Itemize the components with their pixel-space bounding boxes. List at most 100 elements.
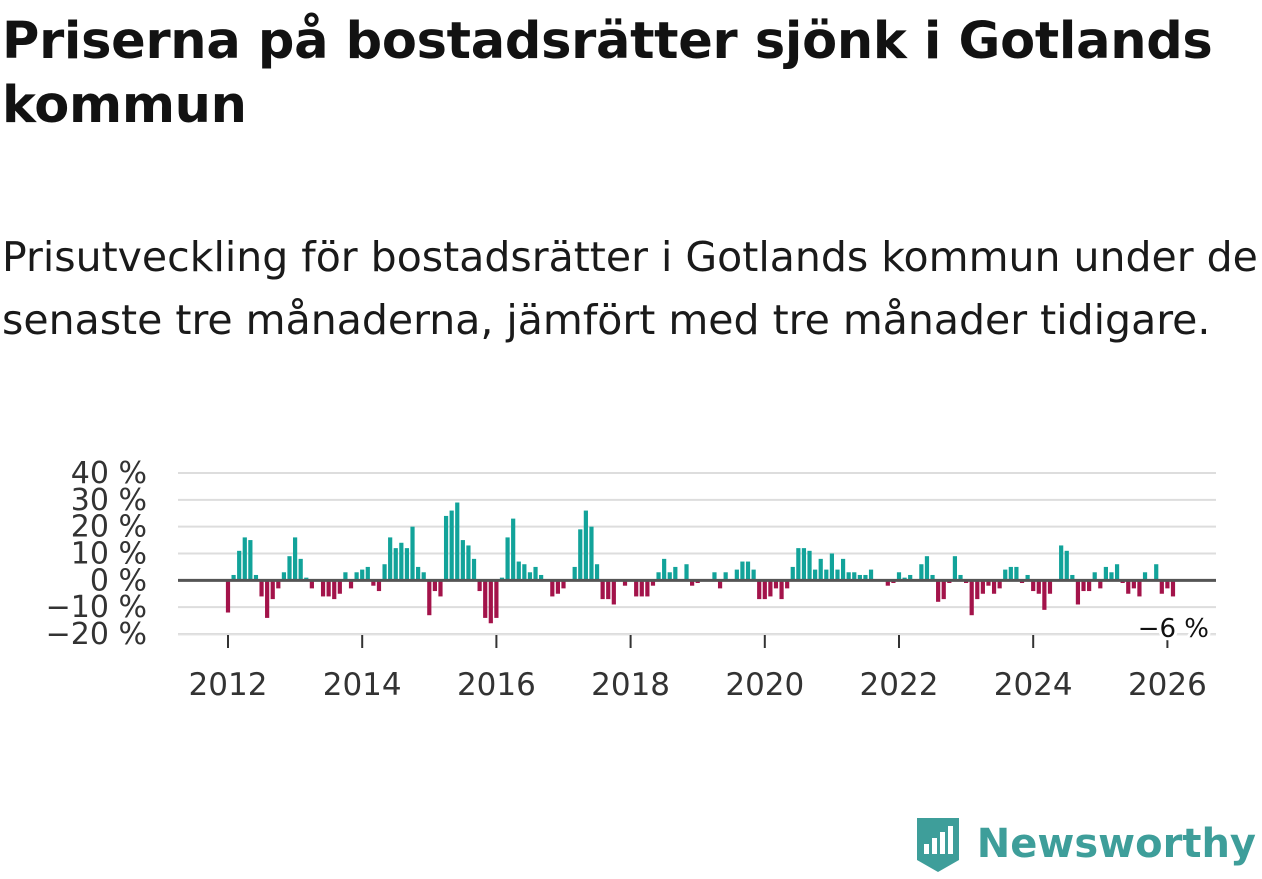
bar (667, 572, 672, 581)
bar (852, 572, 857, 581)
bar (622, 580, 628, 586)
bar (388, 537, 393, 581)
bar (857, 574, 862, 581)
bar (578, 529, 583, 581)
bar (896, 572, 902, 581)
bar (332, 580, 337, 600)
bar (936, 580, 941, 602)
x-tick-label: 2016 (457, 667, 536, 703)
bar (930, 574, 935, 581)
bar (762, 580, 767, 600)
annotations: −6 % (1135, 611, 1212, 647)
bar (1159, 580, 1164, 594)
x-tick-label: 2018 (591, 667, 670, 703)
bar (1059, 545, 1064, 581)
bar (1087, 580, 1092, 592)
bar (382, 564, 387, 581)
bar (991, 580, 997, 594)
bar (734, 569, 739, 581)
bars (225, 502, 1176, 624)
bar (717, 580, 723, 589)
bar (555, 580, 561, 594)
last-value-label: −6 % (1138, 614, 1209, 644)
y-tick-label: 20 % (71, 510, 147, 545)
bar (1081, 580, 1086, 592)
bar (1031, 580, 1036, 592)
bar (298, 558, 303, 581)
bar (1126, 580, 1131, 594)
x-tick-label: 2022 (860, 667, 939, 703)
bar (561, 580, 566, 589)
bar (941, 580, 946, 600)
bar (690, 580, 695, 586)
bar (522, 564, 527, 581)
bar (1098, 580, 1103, 589)
gridlines (178, 472, 1216, 635)
bar (801, 548, 807, 581)
x-tick-label: 2020 (725, 667, 804, 703)
bar (796, 548, 801, 581)
bar (969, 580, 974, 616)
y-tick-label: −20 % (46, 617, 147, 652)
bar (611, 580, 616, 605)
bar (449, 510, 454, 581)
bar (1047, 580, 1053, 594)
bar (242, 537, 247, 581)
bar (533, 566, 538, 581)
bar (337, 580, 342, 594)
bar (293, 537, 298, 581)
bar (1142, 572, 1148, 581)
bar (326, 580, 331, 597)
bar (980, 580, 985, 594)
bar (863, 574, 868, 581)
bar (1165, 580, 1170, 589)
bar (606, 580, 611, 600)
bar (740, 561, 745, 581)
bar (505, 537, 510, 581)
bar (460, 540, 465, 581)
bar (287, 556, 292, 581)
bar (835, 569, 840, 581)
bar (829, 553, 834, 581)
bar (650, 580, 656, 586)
bar (1008, 566, 1013, 581)
y-tick-label: 0 % (90, 563, 147, 598)
bar (1070, 574, 1075, 581)
newsworthy-logo-icon (916, 818, 959, 872)
bar (281, 572, 287, 581)
bar (527, 572, 533, 581)
bar (265, 580, 270, 618)
bar (997, 580, 1002, 589)
bar (662, 558, 667, 581)
bar (1131, 580, 1136, 589)
price-change-bar-chart: −20 %−10 %0 %10 %20 %30 %40 % 2012 2014 20… (46, 456, 1216, 703)
bar (1103, 566, 1108, 581)
bar (818, 558, 823, 581)
y-tick-label: 10 % (71, 537, 147, 572)
brand-name: Newsworthy (976, 821, 1256, 867)
bar (466, 545, 471, 581)
bar (583, 510, 588, 581)
bar (516, 561, 521, 581)
bar (1042, 580, 1047, 610)
bar (645, 580, 650, 597)
bar (432, 580, 437, 592)
bar (276, 580, 281, 589)
bar (404, 548, 410, 581)
bar (539, 574, 544, 581)
bar (488, 580, 493, 624)
bar (790, 566, 795, 581)
bar (371, 580, 376, 586)
bar (745, 561, 751, 581)
bar (248, 540, 253, 581)
bar (768, 580, 773, 597)
x-tick-label: 2026 (1128, 667, 1207, 703)
bar (471, 558, 477, 581)
bar (511, 518, 516, 581)
bar (1170, 580, 1176, 597)
x-axis: 2012 2014 2016 2018 2020 2022 2024 2026 (178, 634, 1216, 703)
bar (455, 502, 460, 581)
y-tick-label: −10 % (46, 590, 147, 625)
bar (1014, 566, 1019, 581)
bar (1137, 580, 1142, 597)
